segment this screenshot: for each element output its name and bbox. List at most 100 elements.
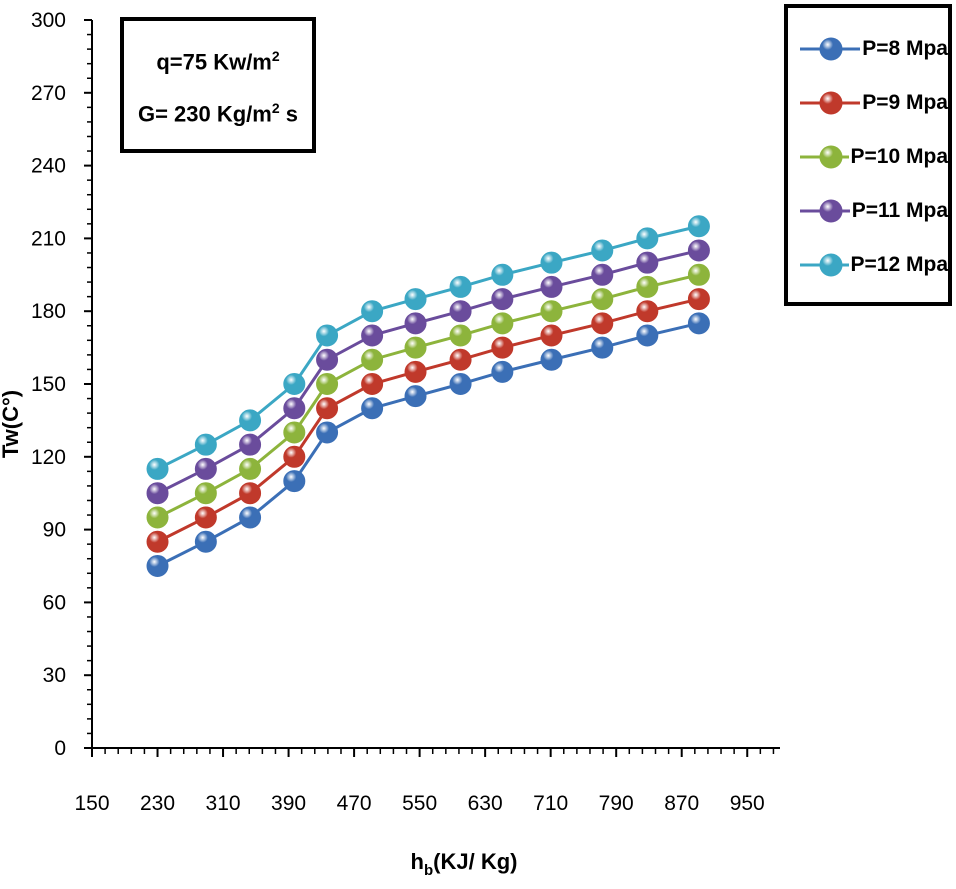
legend-swatch <box>800 253 849 277</box>
x-axis-title: hb(KJ/ Kg) <box>411 849 518 879</box>
data-point <box>239 409 262 432</box>
data-point <box>283 373 306 395</box>
data-point <box>239 506 262 529</box>
data-point <box>239 457 262 480</box>
series-line <box>156 273 700 519</box>
series-line <box>156 321 700 568</box>
data-point <box>540 275 563 298</box>
data-point <box>283 397 306 420</box>
y-tick-label: 90 <box>43 519 66 542</box>
data-point <box>194 482 217 505</box>
x-tick-label: 150 <box>74 792 109 815</box>
y-tick-label: 150 <box>31 373 66 396</box>
data-point <box>316 348 339 371</box>
data-point <box>687 288 710 311</box>
legend-swatch <box>800 37 861 61</box>
series-2 <box>146 288 710 553</box>
y-tick-label: 240 <box>31 155 66 178</box>
data-point <box>404 385 427 408</box>
data-point <box>636 251 659 274</box>
heat-flux-label: q=75 Kw/m2 <box>156 47 280 74</box>
series-layer <box>146 215 710 577</box>
data-point <box>361 300 384 323</box>
data-point <box>361 348 384 371</box>
series-line <box>156 224 700 471</box>
legend-marker <box>819 37 843 61</box>
data-point <box>239 482 262 505</box>
data-point <box>449 348 472 371</box>
x-tick-label: 550 <box>402 792 437 815</box>
data-point <box>591 263 614 286</box>
legend-item: P=10 Mpa <box>788 130 948 184</box>
data-point <box>283 445 306 468</box>
data-point <box>491 336 514 359</box>
data-point <box>283 421 306 444</box>
legend-marker <box>819 253 843 277</box>
legend-item: P=8 Mpa <box>788 22 948 76</box>
data-point <box>449 324 472 347</box>
series-5 <box>146 215 710 480</box>
data-point <box>687 263 710 286</box>
data-point <box>146 555 169 577</box>
data-point <box>404 360 427 383</box>
legend-label: P=10 Mpa <box>850 145 948 168</box>
data-point <box>283 470 306 493</box>
parameters-box: q=75 Kw/m2 G= 230 Kg/m2 s <box>120 17 316 153</box>
legend: P=8 Mpa P=9 Mpa P=10 Mpa P=11 Mpa P=12 Mpa <box>784 4 952 306</box>
data-point <box>316 421 339 444</box>
legend-marker <box>819 145 843 169</box>
x-tick-label: 870 <box>664 792 699 815</box>
data-point <box>316 324 339 347</box>
series-3 <box>146 263 710 529</box>
y-tick-label: 120 <box>31 446 66 469</box>
x-tick-label: 950 <box>730 792 765 815</box>
data-point <box>194 506 217 529</box>
data-point <box>636 300 659 323</box>
legend-item: P=12 Mpa <box>788 238 948 292</box>
y-tick-label: 60 <box>43 591 66 614</box>
data-point <box>491 312 514 335</box>
data-point <box>194 433 217 456</box>
data-point <box>146 482 169 505</box>
data-point <box>540 251 563 274</box>
series-line <box>156 249 700 495</box>
data-point <box>194 530 217 553</box>
x-tick-label: 470 <box>337 792 372 815</box>
x-tick-label: 710 <box>533 792 568 815</box>
data-point <box>361 324 384 347</box>
data-point <box>194 457 217 480</box>
data-point <box>636 324 659 347</box>
data-point <box>491 263 514 286</box>
data-point <box>491 360 514 383</box>
data-point <box>316 373 339 395</box>
data-point <box>146 530 169 553</box>
mass-flux-label: G= 230 Kg/m2 s <box>137 100 299 127</box>
y-axis-title: Tw(C°) <box>0 390 23 458</box>
x-tick-label: 310 <box>206 792 241 815</box>
data-point <box>404 336 427 359</box>
y-tick-label: 180 <box>31 300 66 323</box>
series-line <box>156 297 700 544</box>
data-point <box>146 457 169 480</box>
data-point <box>449 300 472 323</box>
data-point <box>239 433 262 456</box>
data-point <box>540 348 563 371</box>
data-point <box>316 397 339 420</box>
data-point <box>636 227 659 250</box>
series-4 <box>146 239 710 505</box>
legend-swatch <box>800 145 849 169</box>
data-point <box>636 275 659 298</box>
axes: 0 30 60 90 120 150 180 210 240 270 300 150 230 310 390… <box>31 9 780 815</box>
data-point <box>146 506 169 529</box>
x-tick-label: 230 <box>140 792 175 815</box>
data-point <box>404 288 427 311</box>
data-point <box>687 239 710 262</box>
data-point <box>361 373 384 395</box>
y-tick-label: 30 <box>43 664 66 687</box>
legend-swatch <box>800 91 861 115</box>
data-point <box>361 397 384 420</box>
data-point <box>491 288 514 311</box>
data-point <box>540 300 563 323</box>
legend-marker <box>819 91 843 115</box>
data-point <box>591 288 614 311</box>
